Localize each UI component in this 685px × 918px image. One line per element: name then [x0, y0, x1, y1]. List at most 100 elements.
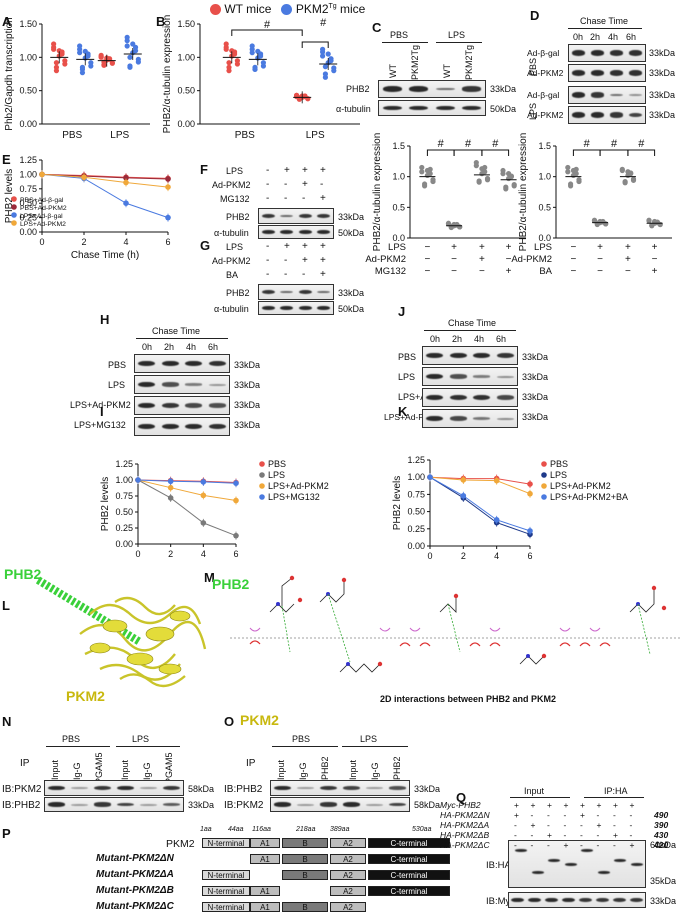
k-ytick-label: 0.00: [407, 541, 425, 551]
g-sign: +: [320, 255, 326, 266]
panel-label-k: K: [398, 404, 408, 419]
l-structure-image: [35, 576, 207, 688]
g-row-ba: BA: [226, 270, 239, 280]
q1-point: [430, 178, 436, 185]
q1-sign: −: [451, 266, 457, 277]
p-domain-a2: A2: [330, 886, 366, 896]
p-domain-a2: A2: [330, 902, 366, 912]
q-size-label: 430: [654, 830, 669, 840]
n-kda-1: 58kDa: [188, 784, 215, 794]
blot-band: [161, 360, 179, 367]
i-legend-label: PBS: [268, 459, 286, 469]
blot-band: [496, 352, 514, 359]
i-legend-marker: [259, 461, 265, 467]
g-sign: +: [320, 241, 326, 252]
i-legend-marker: [259, 494, 265, 500]
f-sign: +: [320, 193, 326, 204]
q1-sign: −: [424, 266, 430, 277]
k-legend-label: LPS+Ad-PKM2: [550, 481, 611, 491]
o-lane-3: PHB2: [320, 756, 330, 780]
i-xtick-label: 2: [168, 549, 173, 559]
d-kda-4: 33kDa: [649, 110, 676, 120]
q1-ylabel: PHB2/α-tubulin expression: [372, 133, 383, 252]
b-point: [223, 46, 229, 52]
k-point: [460, 477, 467, 483]
i-legend-label: LPS+Ad-PKM2: [268, 481, 329, 491]
e-xlabel: Chase Time (h): [71, 250, 139, 261]
e-legend-label: PBS+Ad-β-gal: [20, 197, 64, 204]
q1-ytick-label: 0.0: [392, 233, 405, 243]
panel-label-o: O: [224, 714, 235, 729]
q1-ytick-label: 0.5: [392, 202, 405, 212]
j-title: Chase Time: [448, 318, 497, 328]
q-blot-ha: [508, 840, 646, 888]
blot-band: [449, 394, 467, 401]
k-xtick-label: 4: [494, 551, 499, 560]
q2-sig-bracket: [627, 149, 656, 156]
q-sign: +: [629, 840, 635, 850]
g-sign: -: [266, 269, 270, 280]
q1-point: [508, 173, 514, 179]
q1-sig-bracket: [453, 149, 483, 156]
p-domain-a2: A2: [330, 854, 366, 864]
blot-band: [409, 86, 429, 92]
j-time-4: 4h: [474, 334, 485, 344]
q-sign: +: [563, 800, 569, 810]
f-blot-tubulin-label: α-tubulin: [214, 228, 249, 238]
blot-band: [317, 229, 331, 235]
p-aa-6: 530aa: [412, 826, 432, 833]
g-sign: -: [266, 241, 270, 252]
b-point: [331, 65, 337, 71]
q2-point: [622, 178, 628, 185]
panel-label-h: H: [100, 312, 110, 327]
q1-sign: −: [506, 254, 512, 265]
blot-band: [48, 802, 65, 807]
q2-ylabel: PHB2/α-tubulin expression: [518, 133, 529, 252]
q2-point: [657, 221, 663, 228]
blot-band: [597, 871, 610, 874]
n-lane-1: Input: [50, 759, 60, 780]
e-xtick-label: 2: [81, 237, 86, 247]
blot-band: [389, 786, 406, 790]
n-line-1: [46, 746, 110, 747]
q2-point: [630, 176, 637, 182]
d-title-line: [568, 28, 642, 29]
q2-sign: +: [652, 242, 658, 253]
f-sign: +: [320, 165, 326, 176]
c-row-tubulin: α-tubulin: [336, 104, 371, 114]
blot-band: [140, 803, 157, 806]
blot-band: [185, 423, 203, 430]
q-sign: -: [629, 820, 633, 830]
q2-sig: #: [611, 138, 618, 150]
blot-band: [140, 787, 157, 789]
blot-band: [320, 802, 337, 807]
b-point: [258, 51, 264, 57]
a-xcat: PBS: [62, 130, 82, 141]
e-legend-marker: [11, 204, 17, 210]
q-kda-1: 60kDa: [650, 840, 677, 850]
d-time-0: 0h: [573, 32, 584, 42]
blot-band: [274, 802, 291, 807]
q-sign: -: [530, 810, 534, 820]
d-row-3: Ad-β-gal: [527, 90, 560, 100]
q2-ytick-label: 0.5: [538, 202, 551, 212]
blot-band: [161, 382, 179, 387]
q1-point: [457, 224, 463, 230]
g-sign: +: [302, 241, 308, 252]
q1-ytick-label: 1.0: [392, 172, 405, 182]
i-ytick-label: 0.75: [115, 491, 133, 501]
blot-band: [366, 803, 383, 806]
q2-sign: −: [652, 254, 658, 265]
blot-band: [382, 86, 402, 92]
blot-band: [426, 352, 444, 359]
i-ytick-label: 1.25: [115, 459, 133, 469]
k-point: [460, 492, 467, 499]
blot-band: [208, 403, 226, 408]
c-lane-1: WT: [388, 64, 398, 78]
q1-point: [427, 166, 433, 172]
a-point: [88, 60, 94, 66]
q2-ytick-label: 1.0: [538, 172, 551, 182]
q-sign: +: [514, 810, 519, 820]
blot-band: [528, 897, 541, 903]
